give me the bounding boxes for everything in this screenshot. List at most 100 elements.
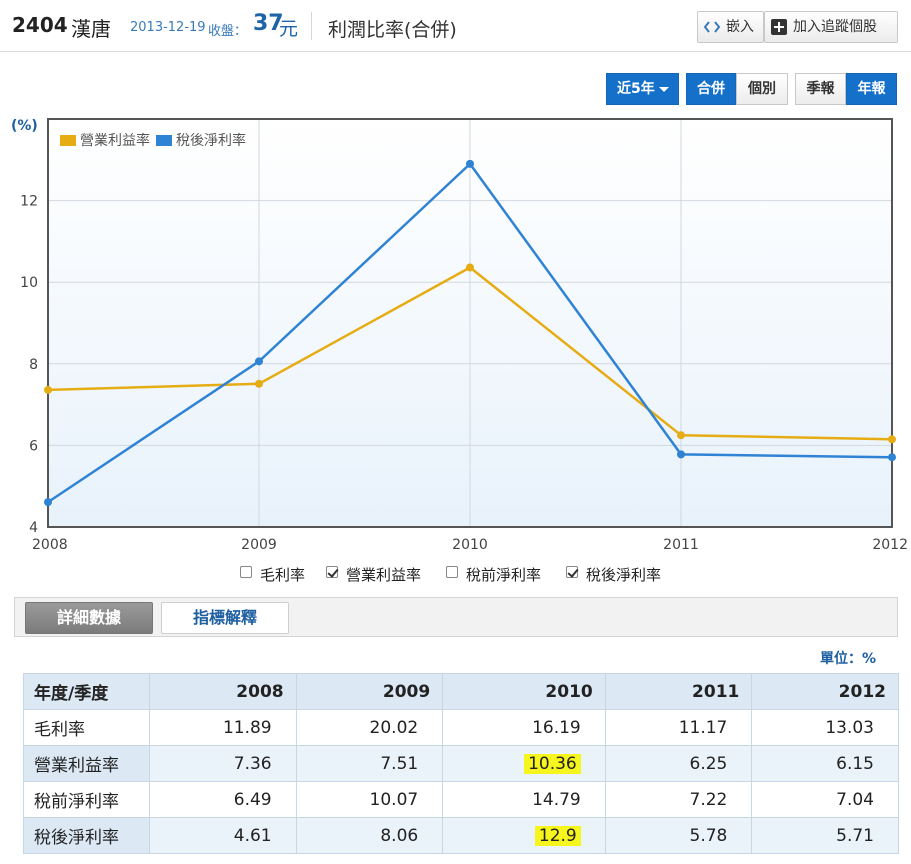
table-cell: 6.49 [149,781,297,818]
close-unit: 元 [279,18,299,40]
series-checkbox-group: 毛利率 營業利益率 稅前淨利率 稅後淨利率 [0,564,911,584]
checkbox-label: 毛利率 [260,566,306,584]
page-title: 利潤比率(合併) [328,19,457,41]
table-cell: 7.51 [295,745,444,782]
data-point [466,159,474,168]
tab-bar: 詳細數據 指標解釋 [14,597,898,637]
checkbox-label: 稅前淨利率 [466,566,542,584]
highlighted-value: 10.36 [524,753,581,774]
plus-icon [771,19,787,35]
tab-indicator-explanation[interactable]: 指標解釋 [161,602,289,634]
y-tick-label: 10 [20,275,38,291]
ratio-data-table: 年度/季度 2008 2009 2010 2011 2012 毛利率 11.89… [23,673,899,854]
checkbox-box[interactable] [446,566,458,578]
y-tick-label: 8 [29,357,38,373]
individual-toggle[interactable]: 個別 [736,73,788,105]
range-dropdown[interactable]: 近5年 [606,73,679,105]
year-header: 2010 [442,673,606,710]
table-row: 稅後淨利率 4.61 8.06 12.9 5.78 5.71 [23,817,899,854]
legend-item[interactable]: 稅後淨利率 [156,130,246,150]
consolidated-toggle[interactable]: 合併 [686,73,736,105]
year-header: 2012 [751,673,899,710]
table-cell: 6.15 [751,745,899,782]
profit-ratio-line-chart: 4 6 8 10 12 2008 2009 2010 2011 2012 [20,118,908,553]
data-point [888,435,896,444]
year-header: 2009 [295,673,444,710]
table-cell: 4.61 [149,817,297,854]
stock-code: 2404 [12,13,68,37]
table-cell: 11.17 [604,709,753,746]
legend-label: 營業利益率 [80,133,150,149]
data-point [255,357,263,366]
table-cell: 12.9 [442,817,606,854]
legend-label: 稅後淨利率 [176,133,246,149]
page-header: 2404 漢唐 2013-12-19 收盤： 37 元 利潤比率(合併) 嵌入 … [0,0,911,52]
add-tracking-label: 加入追蹤個股 [793,19,877,35]
x-tick-label: 2008 [32,537,68,553]
data-point [466,263,474,272]
embed-icon [704,21,720,33]
checkbox-box[interactable] [326,566,338,578]
highlighted-value: 12.9 [534,825,581,846]
chart-legend: 營業利益率 稅後淨利率 [60,130,252,150]
data-point [44,498,52,507]
table-row: 毛利率 11.89 20.02 16.19 11.17 13.03 [23,709,899,746]
checkbox-label: 稅後淨利率 [586,566,662,584]
stock-name: 漢唐 [71,17,111,41]
header-divider [311,12,312,40]
embed-label: 嵌入 [726,19,754,35]
close-date: 2013-12-19 [130,20,206,35]
year-header: 2011 [604,673,753,710]
table-row: 營業利益率 7.36 7.51 10.36 6.25 6.15 [23,745,899,782]
y-tick-label: 4 [29,520,38,536]
x-tick-label: 2011 [663,537,699,553]
y-tick-label: 6 [29,438,38,454]
legend-item[interactable]: 營業利益率 [60,130,150,150]
close-label: 收盤： [208,24,248,39]
range-label: 近5年 [617,81,655,97]
table-cell: 14.79 [442,781,606,818]
table-header-row: 年度/季度 2008 2009 2010 2011 2012 [23,673,899,710]
table-cell: 10.36 [442,745,606,782]
legend-swatch [60,134,76,146]
close-price: 37 [253,11,284,36]
table-cell: 7.04 [751,781,899,818]
row-label: 稅後淨利率 [23,817,150,854]
table-cell: 8.06 [295,817,444,854]
table-cell: 6.25 [604,745,753,782]
data-point [677,450,685,459]
data-point [44,385,52,394]
add-tracking-button[interactable]: 加入追蹤個股 [764,11,898,43]
data-point [255,379,263,388]
x-tick-label: 2010 [452,537,488,553]
checkbox-box[interactable] [240,566,252,578]
legend-swatch [156,134,172,146]
plot-frame [47,118,893,528]
year-header: 2008 [149,673,297,710]
x-tick-label: 2009 [241,537,277,553]
table-corner-header: 年度/季度 [23,673,150,710]
row-label: 毛利率 [23,709,150,746]
checkbox-label: 營業利益率 [346,566,422,584]
table-cell: 7.36 [149,745,297,782]
table-cell: 7.22 [604,781,753,818]
chart-unit-label: (%) [11,118,38,134]
checkbox-box[interactable] [566,566,578,578]
quarterly-toggle[interactable]: 季報 [795,73,846,105]
unit-note: 單位：% [820,651,877,667]
table-cell: 16.19 [442,709,606,746]
table-cell: 10.07 [295,781,444,818]
data-point [677,431,685,440]
table-cell: 5.71 [751,817,899,854]
annual-toggle[interactable]: 年報 [846,73,897,105]
row-label: 營業利益率 [23,745,150,782]
tab-detail-data[interactable]: 詳細數據 [25,602,153,634]
embed-button[interactable]: 嵌入 [697,11,764,43]
data-point [888,453,896,462]
table-cell: 20.02 [295,709,444,746]
table-cell: 5.78 [604,817,753,854]
table-row: 稅前淨利率 6.49 10.07 14.79 7.22 7.04 [23,781,899,818]
y-tick-label: 12 [20,194,38,210]
x-tick-label: 2012 [872,537,908,553]
caret-down-icon [659,87,669,92]
